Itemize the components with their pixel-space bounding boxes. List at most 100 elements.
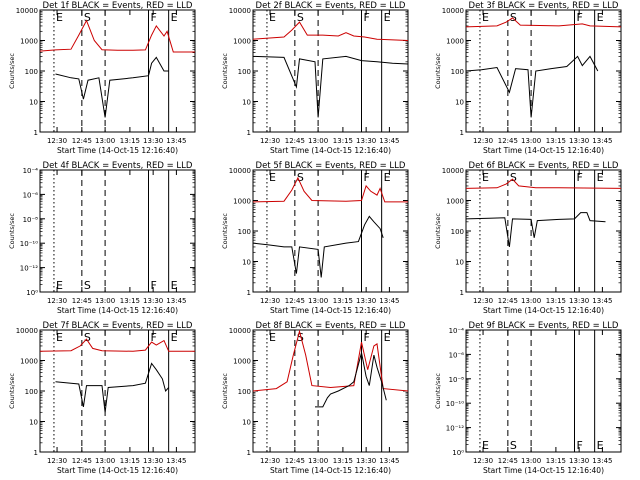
plot-frame <box>39 329 196 453</box>
x-tick-label: 13:45 <box>592 137 612 145</box>
x-tick-label: 13:45 <box>379 297 399 305</box>
y-tick-label: 10 <box>455 259 464 267</box>
events-series-line <box>252 55 409 118</box>
event-marker-label: S <box>84 11 91 24</box>
event-marker-label: E <box>482 171 489 184</box>
y-tick-label: 10000 <box>229 7 251 15</box>
panel-title: Det 5f BLACK = Events, RED = LLD <box>256 161 406 171</box>
x-tick-label: 13:00 <box>308 457 328 465</box>
y-tick-label: 1000 <box>20 358 38 366</box>
y-tick-label: 1000 <box>20 38 38 46</box>
panel-title: Det 2f BLACK = Events, RED = LLD <box>256 1 406 11</box>
y-axis-label: Counts/sec <box>221 53 229 89</box>
event-marker-label: S <box>297 11 304 24</box>
y-tick-label: 10⁻⁶ <box>449 351 465 359</box>
panel-8: Det 8f BLACK = Events, RED = LLD 10000 100… <box>221 321 409 475</box>
x-tick-label: 13:30 <box>569 137 589 145</box>
y-axis-label: Counts/sec <box>434 53 442 89</box>
x-tick-label: 12:45 <box>498 457 518 465</box>
y-tick-label: 10⁻¹⁰ <box>446 400 464 408</box>
y-tick-label: 100 <box>25 68 38 76</box>
x-tick-label: 13:00 <box>521 457 541 465</box>
event-marker-label: E <box>384 331 391 344</box>
x-tick-label: 12:45 <box>72 457 92 465</box>
y-tick-label: 10000 <box>16 327 38 335</box>
event-marker-label: E <box>269 11 276 24</box>
panel-4: Det 4f BLACK = Events, RED = LLD 10⁻⁴ 10⁻⁶… <box>8 161 196 315</box>
x-tick-label: 12:45 <box>498 137 518 145</box>
y-axis-label: Counts/sec <box>8 53 16 89</box>
event-marker-label: E <box>171 11 178 24</box>
event-marker-label: F <box>364 331 370 344</box>
event-marker-label: E <box>269 331 276 344</box>
plot-frame <box>39 9 196 133</box>
y-tick-label: 10 <box>242 259 251 267</box>
y-tick-label: 1000 <box>446 38 464 46</box>
x-tick-label: 13:00 <box>308 297 328 305</box>
event-marker-label: E <box>597 439 604 452</box>
panel-9: Det 9f BLACK = Events, RED = LLD 10⁻⁴ 10⁻⁶… <box>434 321 622 475</box>
y-axis-label: Counts/sec <box>434 373 442 409</box>
plot-frame <box>252 9 409 133</box>
lld-series-line <box>465 178 622 189</box>
y-tick-label: 10000 <box>442 167 464 175</box>
event-marker-label: E <box>56 279 63 292</box>
x-tick-label: 13:45 <box>379 457 399 465</box>
panel-title: Det 3f BLACK = Events, RED = LLD <box>469 1 619 11</box>
y-tick-label: 10⁻⁸ <box>449 376 465 384</box>
panel-1: Det 1f BLACK = Events, RED = LLD 10000 100… <box>8 1 196 155</box>
x-tick-label: 12:30 <box>260 137 280 145</box>
x-tick-label: 13:45 <box>166 137 186 145</box>
y-tick-label: 10000 <box>229 327 251 335</box>
events-series-line <box>55 362 170 413</box>
x-tick-label: 13:45 <box>166 457 186 465</box>
event-marker-label: E <box>56 331 63 344</box>
y-tick-label: 1 <box>460 129 464 137</box>
event-marker-label: E <box>384 171 391 184</box>
y-tick-label: 10 <box>29 99 38 107</box>
plot-frame <box>252 329 409 453</box>
x-axis-label: Start Time (14-Oct-15 12:16:40) <box>57 306 178 315</box>
x-tick-label: 12:30 <box>473 137 493 145</box>
x-axis-label: Start Time (14-Oct-15 12:16:40) <box>270 466 391 475</box>
x-tick-label: 12:45 <box>285 457 305 465</box>
y-axis-label: Counts/sec <box>221 213 229 249</box>
event-marker-label: F <box>364 11 370 24</box>
event-marker-label: E <box>482 11 489 24</box>
y-tick-label: 10⁻⁶ <box>23 191 39 199</box>
x-tick-label: 13:30 <box>143 137 163 145</box>
panel-6: Det 6f BLACK = Events, RED = LLD 10000 100… <box>434 161 622 315</box>
event-marker-label: E <box>56 11 63 24</box>
y-tick-label: 10⁻⁴ <box>23 167 39 175</box>
x-axis-label: Start Time (14-Oct-15 12:16:40) <box>270 146 391 155</box>
y-tick-label: 10⁻⁴ <box>449 327 465 335</box>
event-marker-label: F <box>151 279 157 292</box>
x-tick-label: 13:00 <box>95 297 115 305</box>
x-tick-label: 12:45 <box>285 297 305 305</box>
panel-2: Det 2f BLACK = Events, RED = LLD 10000 100… <box>221 1 409 155</box>
event-marker-label: S <box>297 331 304 344</box>
y-tick-label: 100 <box>451 228 464 236</box>
y-tick-label: 1000 <box>233 358 251 366</box>
x-tick-label: 12:45 <box>285 137 305 145</box>
y-tick-label: 100 <box>238 68 251 76</box>
y-tick-label: 10000 <box>442 7 464 15</box>
lld-series-line <box>252 329 409 392</box>
x-tick-label: 13:30 <box>356 297 376 305</box>
y-tick-label: 100 <box>451 68 464 76</box>
event-marker-label: E <box>597 171 604 184</box>
x-tick-label: 13:15 <box>120 137 140 145</box>
y-tick-label: 100 <box>25 388 38 396</box>
y-tick-label: 10000 <box>229 167 251 175</box>
event-marker-label: S <box>84 279 91 292</box>
plot-frame <box>252 169 409 293</box>
y-tick-label: 10000 <box>16 7 38 15</box>
x-tick-label: 13:00 <box>95 137 115 145</box>
x-tick-label: 12:30 <box>47 457 67 465</box>
event-marker-label: S <box>510 439 517 452</box>
event-marker-label: F <box>577 171 583 184</box>
x-axis-label: Start Time (14-Oct-15 12:16:40) <box>57 146 178 155</box>
x-tick-label: 13:45 <box>592 457 612 465</box>
y-tick-label: 10⁻¹² <box>20 265 38 273</box>
events-series-line <box>315 352 387 408</box>
